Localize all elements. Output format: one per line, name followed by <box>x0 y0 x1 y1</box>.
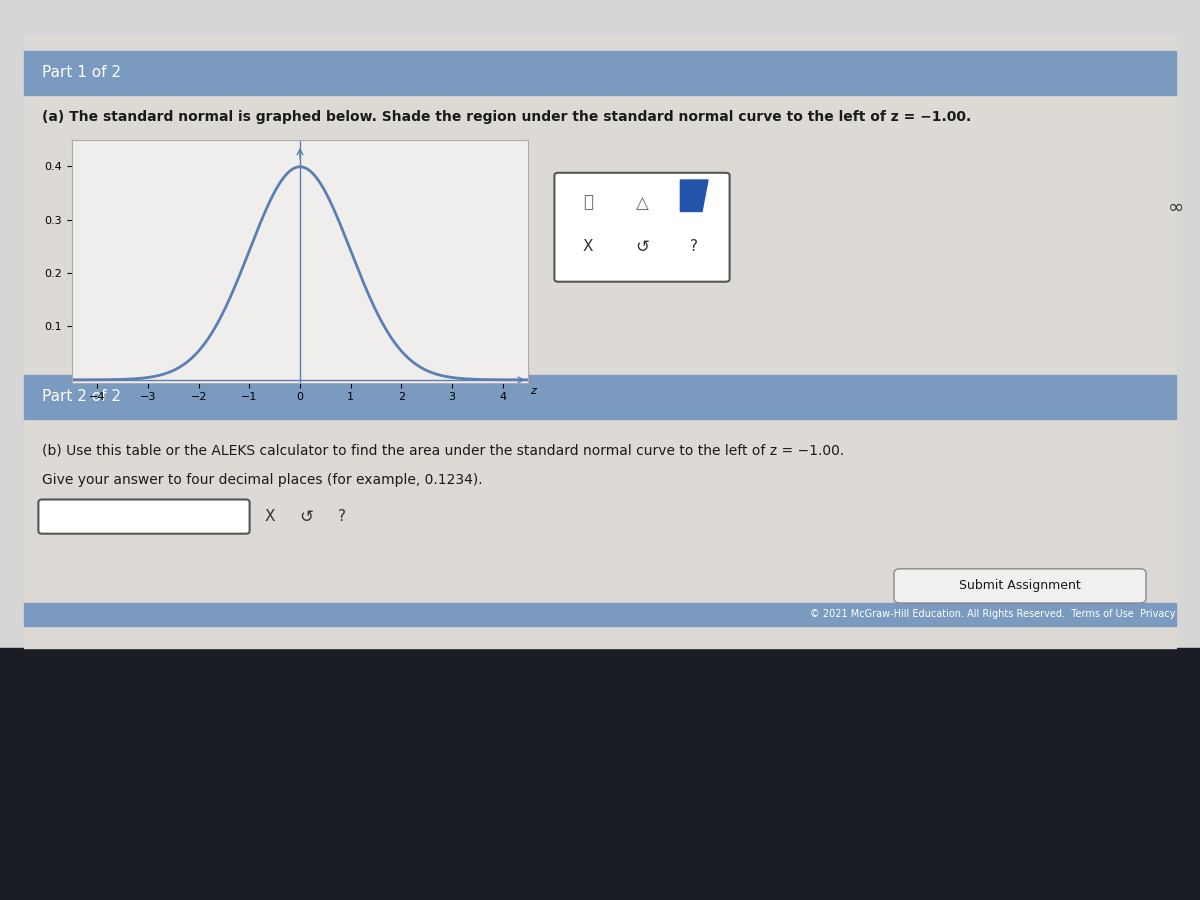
Text: Part 2 of 2: Part 2 of 2 <box>42 390 121 404</box>
FancyBboxPatch shape <box>554 173 730 282</box>
Bar <box>24 375 1176 419</box>
FancyBboxPatch shape <box>38 500 250 534</box>
Text: (a) The standard normal is graphed below. Shade the region under the standard no: (a) The standard normal is graphed below… <box>42 110 971 124</box>
Text: ↺: ↺ <box>299 508 313 526</box>
Text: © 2021 McGraw-Hill Education. All Rights Reserved.  Terms of Use  Privacy: © 2021 McGraw-Hill Education. All Rights… <box>810 608 1176 619</box>
Text: Part 1 of 2: Part 1 of 2 <box>42 66 121 80</box>
Text: ∞: ∞ <box>1168 197 1184 217</box>
Text: ↺: ↺ <box>635 238 649 256</box>
FancyBboxPatch shape <box>894 569 1146 603</box>
Text: ?: ? <box>690 239 697 254</box>
Text: △: △ <box>636 194 648 212</box>
Text: (b) Use this table or the ALEKS calculator to find the area under the standard n: (b) Use this table or the ALEKS calculat… <box>42 443 845 457</box>
Text: Give your answer to four decimal places (for example, 0.1234).: Give your answer to four decimal places … <box>42 472 482 487</box>
Text: ?: ? <box>338 509 346 524</box>
Bar <box>24 603 1176 625</box>
Text: ⬜: ⬜ <box>583 194 593 212</box>
Bar <box>24 36 1176 648</box>
Polygon shape <box>680 180 708 211</box>
Bar <box>24 51 1176 94</box>
Text: z: z <box>530 386 536 396</box>
Text: X: X <box>265 509 275 524</box>
Text: Submit Assignment: Submit Assignment <box>959 580 1081 592</box>
Bar <box>0 648 1200 900</box>
Text: X: X <box>583 239 593 254</box>
